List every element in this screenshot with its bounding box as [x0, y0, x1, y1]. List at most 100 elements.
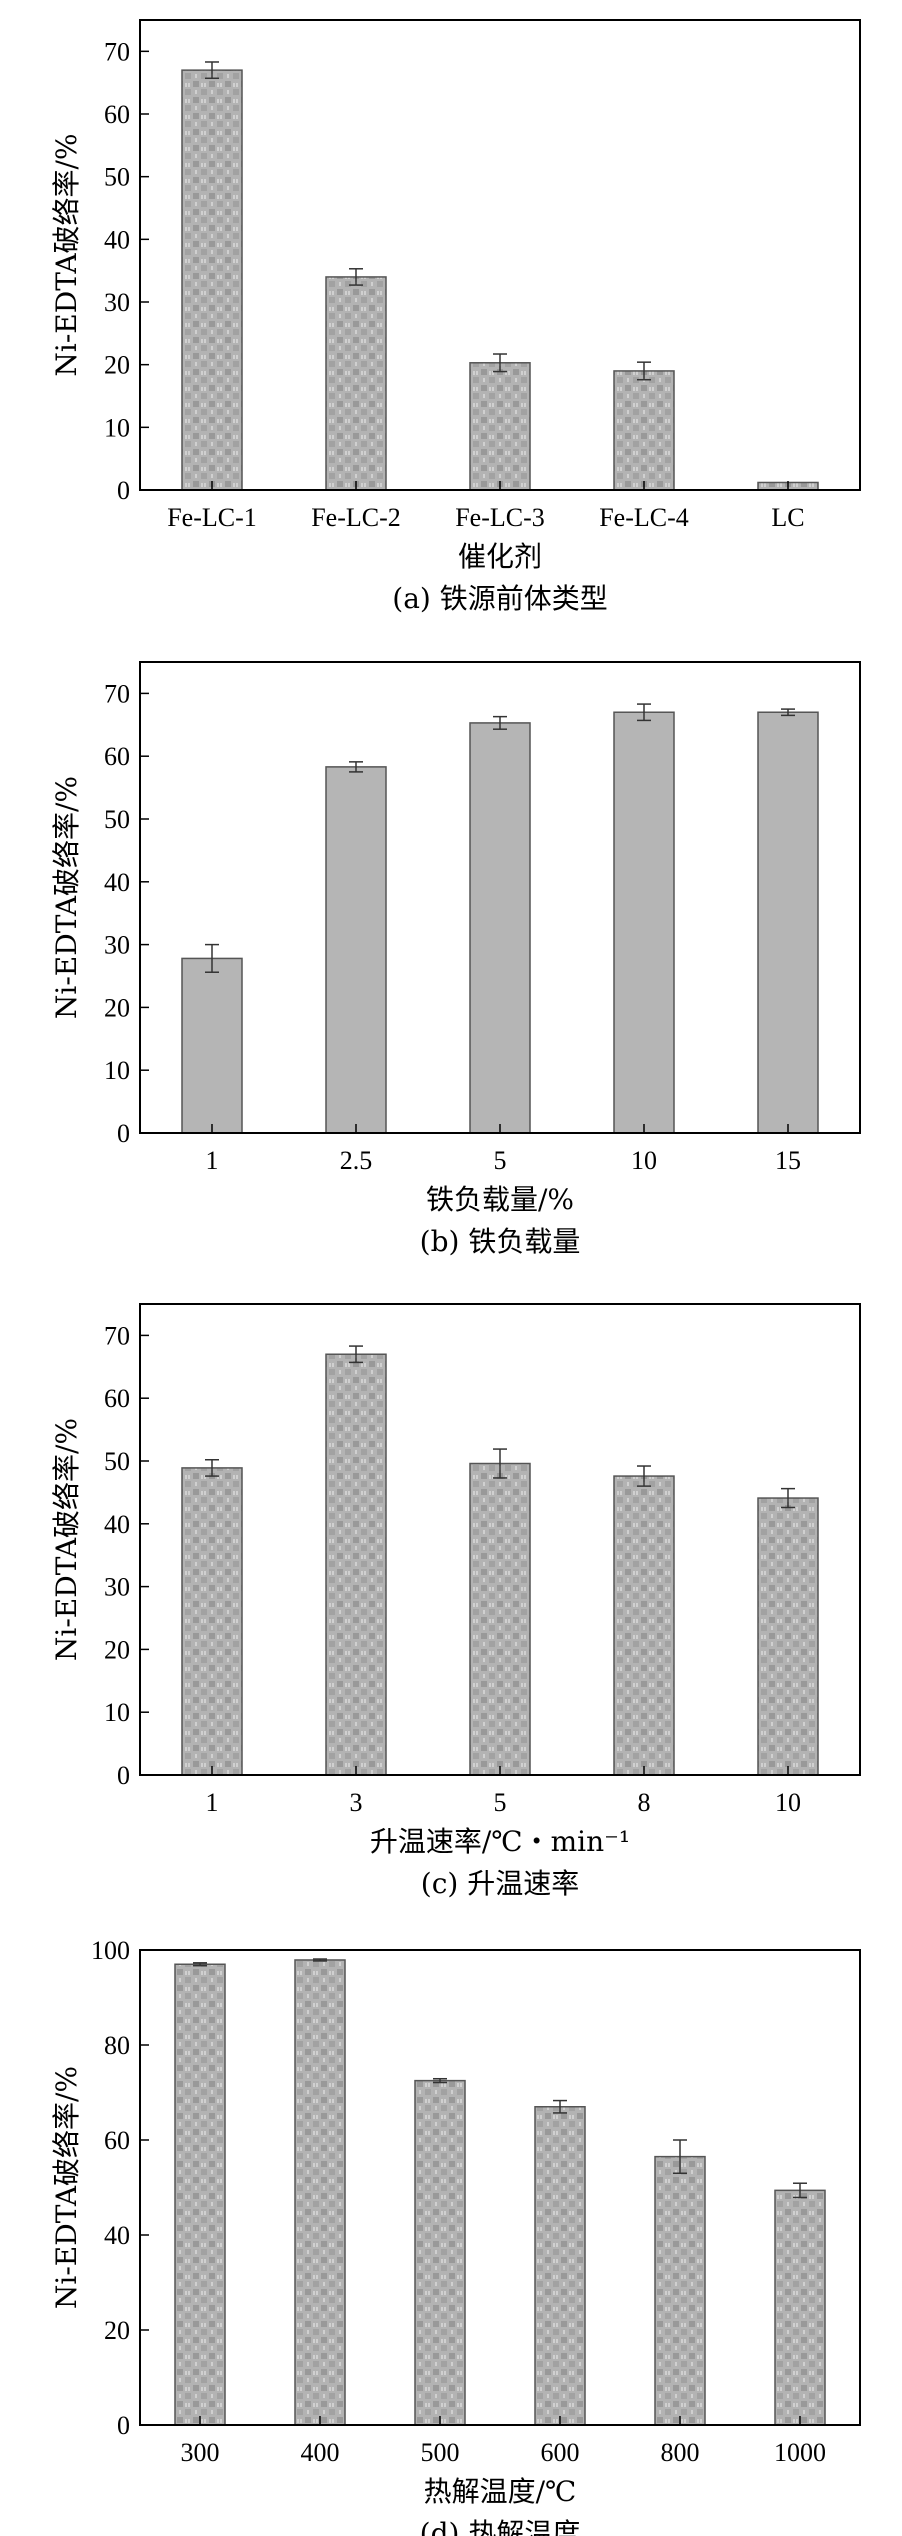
y-axis-title: Ni-EDTA破络率/% — [50, 1418, 83, 1661]
error-bar-500 — [433, 2077, 447, 2084]
y-tick-label: 20 — [104, 2316, 130, 2345]
y-tick-label: 60 — [104, 1384, 130, 1413]
error-bar-15 — [781, 708, 795, 717]
x-axis-title: 催化剂 — [458, 540, 542, 573]
x-tick-label: 500 — [421, 2438, 460, 2467]
x-tick-label: 10 — [775, 1788, 801, 1817]
y-tick-label: 30 — [104, 288, 130, 317]
error-bar-600 — [553, 2099, 567, 2114]
chart-d: 0 20 40 60 80 100 300 400 500 600 800 1000 Ni-EDTA破络… — [50, 1936, 861, 2536]
x-tick-label: 8 — [638, 1788, 651, 1817]
x-tick-label: 10 — [631, 1146, 657, 1175]
y-axis-title: Ni-EDTA破络率/% — [50, 133, 83, 376]
y-tick-label: 0 — [117, 476, 130, 505]
error-bar-800 — [673, 2139, 687, 2174]
y-tick-label: 70 — [104, 679, 130, 708]
bar-Fe-LC-1 — [181, 69, 243, 491]
y-tick-label: 20 — [104, 1635, 130, 1664]
bar-1000 — [774, 2189, 826, 2426]
x-tick-label: LC — [771, 503, 804, 532]
error-bar-10 — [781, 1487, 795, 1509]
error-bar-10 — [637, 703, 651, 722]
y-tick-label: 60 — [104, 742, 130, 771]
y-tick-label: 50 — [104, 163, 130, 192]
chart-caption: (a) 铁源前体类型 — [392, 582, 607, 615]
y-tick-label: 40 — [104, 2221, 130, 2250]
chart-caption: (d) 热解温度 — [420, 2517, 581, 2536]
y-axis-title: Ni-EDTA破络率/% — [50, 776, 83, 1019]
x-tick-label: 600 — [541, 2438, 580, 2467]
error-bar-Fe-LC-1 — [205, 61, 219, 80]
y-tick-label: 10 — [104, 1056, 130, 1085]
x-tick-label: 2.5 — [340, 1146, 373, 1175]
chart-caption: (c) 升温速率 — [421, 1867, 579, 1900]
bar-10 — [613, 711, 675, 1134]
x-axis-title: 热解温度/℃ — [424, 2475, 577, 2508]
bar-400 — [294, 1959, 346, 2426]
bar-Fe-LC-2 — [325, 276, 387, 491]
y-tick-label: 50 — [104, 805, 130, 834]
x-tick-label: Fe-LC-1 — [167, 503, 257, 532]
bar-3 — [325, 1353, 387, 1776]
bar-1 — [181, 957, 243, 1134]
x-tick-label: 1 — [206, 1146, 219, 1175]
x-tick-label: 15 — [775, 1146, 801, 1175]
bar-1 — [181, 1467, 243, 1776]
error-bar-400 — [313, 1958, 327, 1962]
bar-5 — [469, 722, 531, 1134]
bar-500 — [414, 2079, 466, 2426]
y-tick-label: 10 — [104, 1698, 130, 1727]
x-tick-label: Fe-LC-4 — [599, 503, 689, 532]
error-bar-1000 — [793, 2182, 807, 2199]
x-axis-title: 升温速率/℃・min⁻¹ — [370, 1825, 630, 1858]
y-axis-title: Ni-EDTA破络率/% — [50, 2066, 83, 2309]
error-bar-5 — [493, 715, 507, 730]
bar-10 — [757, 1497, 819, 1776]
error-bar-5 — [493, 1448, 507, 1479]
chart-c: 0 10 20 30 40 50 60 70 1 3 5 8 10 Ni-EDTA破络率/% 升温速率/℃・… — [50, 1303, 861, 1900]
y-tick-label: 50 — [104, 1447, 130, 1476]
error-bar-Fe-LC-4 — [637, 361, 651, 381]
x-tick-label: 1000 — [774, 2438, 826, 2467]
chart-b: 0 10 20 30 40 50 60 70 1 2.5 5 10 15 Ni-EDTA破络率/% 铁负载量… — [50, 661, 861, 1258]
x-axis-title: 铁负载量/% — [426, 1183, 574, 1216]
x-tick-label: 800 — [661, 2438, 700, 2467]
x-tick-label: Fe-LC-3 — [455, 503, 545, 532]
x-tick-label: 400 — [301, 2438, 340, 2467]
error-bar-300 — [193, 1962, 207, 1967]
x-tick-label: 300 — [181, 2438, 220, 2467]
error-bar-Fe-LC-2 — [349, 268, 363, 286]
y-tick-label: 70 — [104, 1321, 130, 1350]
y-tick-label: 20 — [104, 351, 130, 380]
chart-a: 0 10 20 30 40 50 60 70 Fe-LC-1 Fe-LC-2 Fe-LC-3 Fe-L… — [50, 19, 861, 615]
x-tick-label: 5 — [494, 1146, 507, 1175]
bar-Fe-LC-3 — [469, 362, 531, 491]
y-tick-label: 0 — [117, 1761, 130, 1790]
bar-600 — [534, 2106, 586, 2426]
bar-15 — [757, 711, 819, 1134]
error-bar-1 — [205, 1458, 219, 1477]
x-tick-label: Fe-LC-2 — [311, 503, 401, 532]
y-tick-label: 60 — [104, 100, 130, 129]
x-tick-label: 1 — [206, 1788, 219, 1817]
y-tick-label: 60 — [104, 2126, 130, 2155]
plot-frame — [139, 1949, 861, 2426]
bar-5 — [469, 1462, 531, 1776]
error-bar-8 — [637, 1465, 651, 1487]
bar-300 — [174, 1963, 226, 2426]
y-tick-label: 80 — [104, 2031, 130, 2060]
x-tick-label: 3 — [350, 1788, 363, 1817]
x-tick-label: 5 — [494, 1788, 507, 1817]
bar-800 — [654, 2155, 706, 2426]
y-tick-label: 10 — [104, 413, 130, 442]
chart-caption: (b) 铁负载量 — [420, 1225, 581, 1258]
error-bar-3 — [349, 1345, 363, 1364]
bar-Fe-LC-4 — [613, 370, 675, 491]
y-tick-label: 40 — [104, 1510, 130, 1539]
bar-8 — [613, 1475, 675, 1776]
y-tick-label: 0 — [117, 2411, 130, 2440]
y-tick-label: 70 — [104, 37, 130, 66]
y-tick-label: 0 — [117, 1119, 130, 1148]
y-tick-label: 40 — [104, 868, 130, 897]
